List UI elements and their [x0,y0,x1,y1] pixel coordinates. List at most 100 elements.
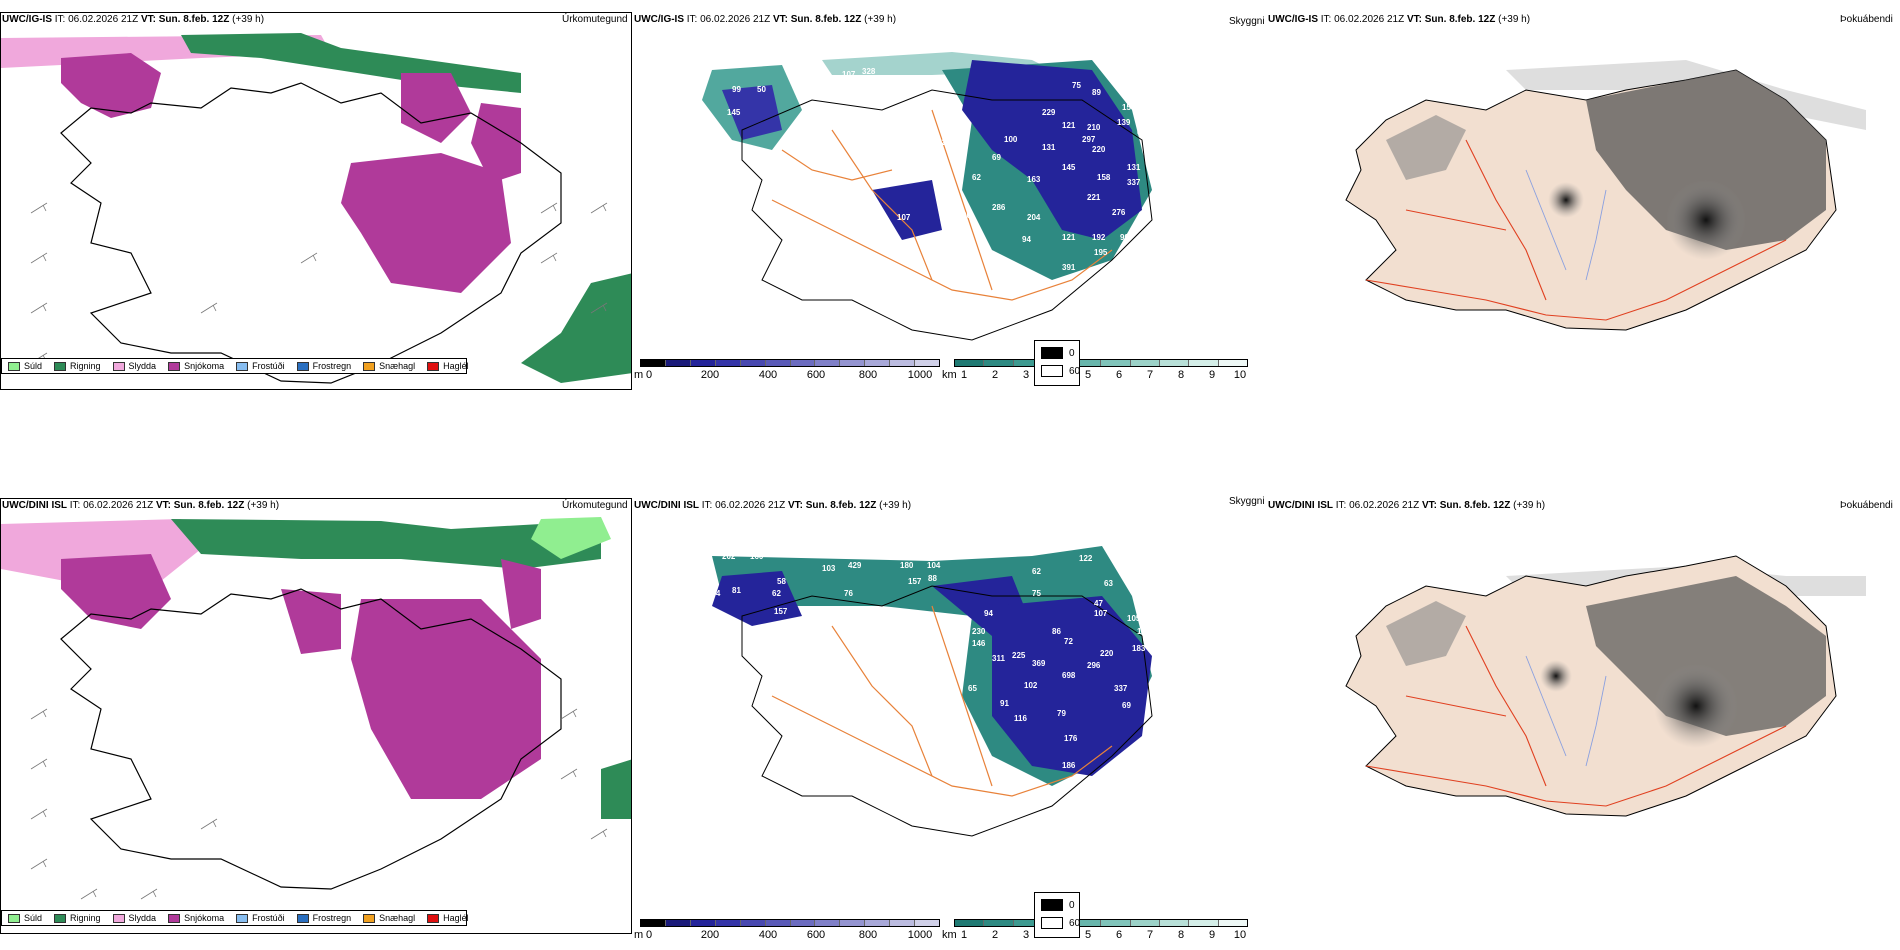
road-network [771,109,1113,301]
visibility-colorbar: km 1 2 3 4 5 6 7 8 9 10 [942,919,1248,945]
ceiling-label: 66 [1152,158,1161,167]
fog-swatch-low [1041,365,1063,377]
ceiling-label: 225 [1012,651,1026,660]
ceiling-label: 79 [1152,188,1161,197]
ceiling-label: 100 [1004,135,1018,144]
ceiling-area [722,85,782,140]
ceiling-label: 86 [1052,627,1061,636]
ceiling-label: 198 [742,539,756,548]
rivers [1525,655,1607,767]
ceiling-label: 297 [1082,135,1096,144]
legend-item-freezing-drizzle: Frostúði [236,361,285,371]
ceiling-label: 99 [732,85,741,94]
fog-area [1586,576,1826,736]
panel-title: UWC/DINI ISL IT: 06.02.2026 21Z VT: Sun.… [634,500,912,511]
ceiling-label: 102 [942,614,956,623]
ceiling-label: 107 [897,213,911,222]
ceiling-label: 72 [937,138,946,147]
ceiling-label: 66 [1137,128,1146,137]
ceiling-tick: 400 [758,929,778,941]
legend-item-graupel: Snæhagl [363,361,415,371]
fog-area [1586,70,1826,250]
legend-item-graupel: Snæhagl [363,913,415,923]
legend-swatch [236,361,249,371]
ceiling-area [712,571,802,626]
panel-type-label: Úrkomutegund [562,500,628,511]
road-network [771,605,1113,797]
panel-title: UWC/IG-IS IT: 06.02.2026 21Z VT: Sun. 8.… [2,14,265,25]
snow-area [401,73,471,143]
ceiling-label: 103 [822,564,836,573]
ceiling-label: 337 [1114,684,1128,693]
ceiling-label: 157 [774,607,788,616]
visibility-panel-2: UWC/DINI ISL IT: 06.02.2026 21Z VT: Sun.… [632,492,1266,941]
visibility-tick: 6 [1115,929,1123,941]
ceiling-label: 170 [694,559,708,568]
ceiling-label: 65 [968,684,977,693]
ceiling-label: 91 [1000,699,1009,708]
ceiling-tick: 800 [858,369,878,381]
ceiling-label: 145 [1062,163,1076,172]
panel-title: UWC/DINI ISL IT: 06.02.2026 21Z VT: Sun.… [1268,500,1546,511]
ceiling-tick: 400 [758,369,778,381]
ceiling-label: 82 [1152,624,1161,633]
ceiling-label: 79 [1057,709,1066,718]
ceiling-label: 104 [927,561,941,570]
rain-area [521,273,631,383]
rivers [1525,169,1607,281]
road-network [1365,139,1787,321]
snow-area [471,103,521,183]
ceiling-labels: 551 107 328 99 50 145 75 89 156 229 121 … [727,67,1161,332]
ceiling-tick: 600 [806,929,826,941]
visibility-map[interactable]: 198 202 160 170 103 429 180 104 62 122 2… [632,516,1266,842]
legend-item-freezing-rain: Frostregn [296,913,351,923]
ceiling-label: 284 [707,589,721,598]
precip-type-map[interactable] [0,498,632,934]
ceiling-label: 369 [1032,659,1046,668]
visibility-unit: km [942,369,957,381]
wind-barbs [30,708,608,900]
panel-type-label: Þokuábendi [1840,14,1893,25]
ceiling-label: 105 [1127,614,1141,623]
fog-map[interactable] [1266,30,1900,350]
visibility-tick: 10 [1233,929,1247,941]
ceiling-label: 180 [900,561,914,570]
ceiling-label: 122 [1079,554,1093,563]
panel-type-label: Skyggni [1229,496,1265,507]
legend-item-hail: Haglél [427,361,469,371]
panel-title: UWC/IG-IS IT: 06.02.2026 21Z VT: Sun. 8.… [634,14,897,25]
road-network [1365,625,1787,807]
ceiling-label: 62 [972,173,981,182]
legend-swatch [168,361,181,371]
legend-swatch [363,913,376,923]
precip-type-map[interactable] [0,12,632,390]
coastline [60,82,562,384]
ceiling-label: 94 [984,609,993,618]
fog-area [1386,115,1466,180]
legend-swatch [8,913,20,923]
visibility-colorbar-strip [954,919,1248,927]
visibility-tick: 8 [1177,929,1185,941]
ceiling-label: 146 [972,639,986,648]
ceiling-label: 81 [732,586,741,595]
ceiling-tick: 1000 [907,369,933,381]
ceiling-label: 58 [777,577,786,586]
fog-legend-high: 0 [1041,347,1075,359]
ceiling-label: 107 [842,70,856,79]
ceiling-label: 156 [1122,103,1136,112]
ceiling-tick: 200 [700,369,720,381]
ceiling-label: 286 [992,203,1006,212]
ceiling-label: 89 [1092,88,1101,97]
ceiling-label: 186 [1062,761,1076,770]
fog-map[interactable] [1266,516,1900,846]
visibility-map[interactable]: 551 107 328 99 50 145 75 89 156 229 121 … [632,30,1266,342]
legend-item-snow: Snjókoma [168,913,224,923]
ceiling-colorbar-strip [640,359,940,367]
legend-swatch [427,361,440,371]
ceiling-label: 59 [942,121,951,130]
legend-item-freezing-rain: Frostregn [296,361,351,371]
panel-type-label: Þokuábendi [1840,500,1893,511]
ceiling-unit: m [634,369,644,381]
visibility-colorbar: km 1 2 3 4 5 6 7 8 9 10 [942,359,1248,385]
legend-item-freezing-drizzle: Frostúði [236,913,285,923]
